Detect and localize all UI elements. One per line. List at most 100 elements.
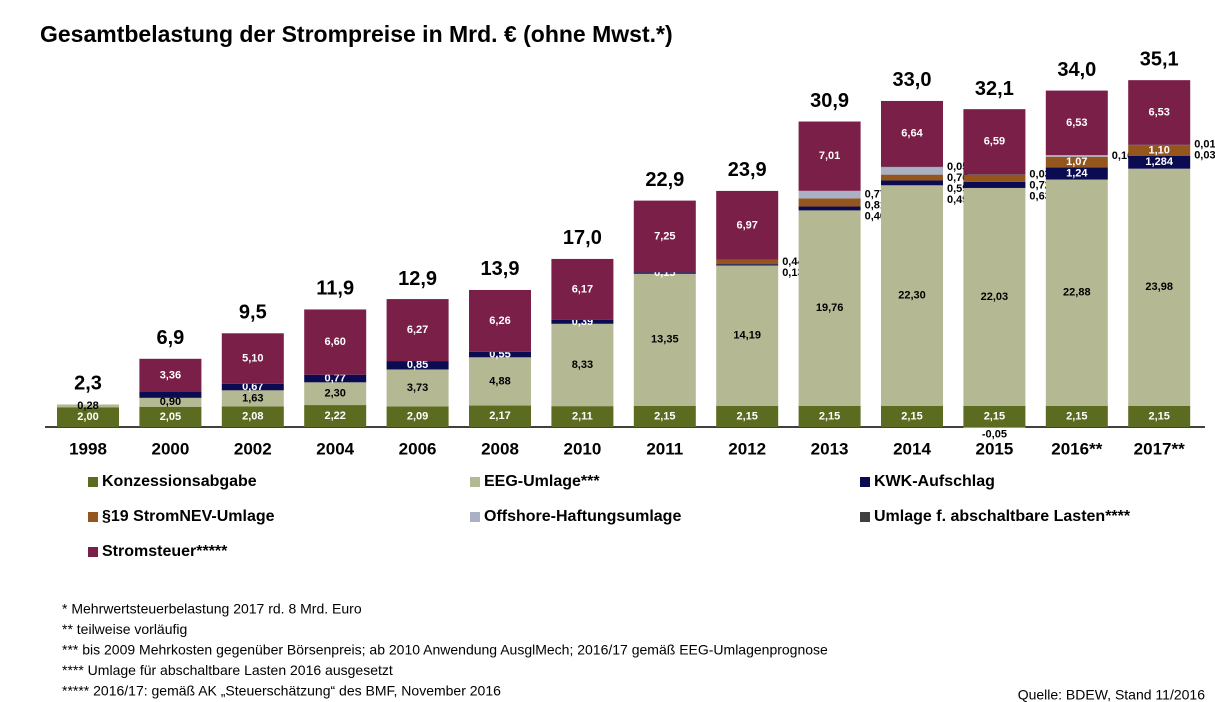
data-label: 6,53 — [1148, 106, 1169, 118]
data-label: 0,72 — [1029, 179, 1050, 191]
footnote: ***** 2016/17: gemäß AK „Steuerschätzung… — [62, 683, 501, 699]
bar-segment — [963, 109, 1026, 175]
data-label: 0,77 — [324, 372, 345, 384]
data-label: 1,63 — [242, 392, 263, 404]
total-label: 12,9 — [398, 268, 437, 290]
data-label: 0,81 — [865, 200, 886, 212]
bar-segment — [881, 100, 943, 167]
data-label: 1,284 — [1145, 156, 1173, 168]
legend-label: §19 StromNEV-Umlage — [102, 508, 275, 525]
x-tick-label: 2017** — [1134, 439, 1185, 458]
data-label: 1,24 — [1066, 167, 1088, 179]
bar-segment — [1128, 405, 1191, 427]
legend-label: Offshore-Haftungsumlage — [484, 508, 681, 525]
bar-segment — [798, 121, 861, 191]
total-label: 6,9 — [156, 327, 184, 349]
data-label: 6,53 — [1066, 117, 1087, 129]
bar-segment — [1128, 155, 1191, 169]
data-label: 2,00 — [77, 411, 98, 423]
data-label: 0,63 — [1029, 190, 1050, 202]
data-label: 5,10 — [242, 352, 263, 364]
data-label: 2,22 — [324, 410, 345, 422]
data-label: 8,33 — [572, 359, 593, 371]
data-label: 0,77 — [865, 189, 886, 201]
x-tick-label: 2011 — [646, 439, 683, 458]
bar-segment — [386, 361, 449, 370]
data-label: 0,28 — [77, 400, 98, 412]
legend-swatch — [860, 477, 870, 487]
bar-segment — [304, 309, 367, 375]
data-label: 6,64 — [901, 128, 923, 140]
bar-segment — [469, 289, 531, 352]
bar-segment — [716, 405, 779, 427]
data-label: 4,88 — [489, 375, 510, 387]
bar-segment — [963, 174, 1026, 182]
bar-segment — [304, 374, 367, 383]
data-label: 2,17 — [489, 410, 510, 422]
source: Quelle: BDEW, Stand 11/2016 — [1018, 687, 1206, 702]
x-tick-label: 2006 — [399, 439, 437, 458]
data-label: 0,01 — [1194, 139, 1215, 151]
data-label: 6,97 — [736, 219, 757, 231]
data-label: 3,73 — [407, 382, 428, 394]
data-label: 6,60 — [324, 336, 345, 348]
data-label: 23,98 — [1145, 281, 1173, 293]
bar-segment — [963, 174, 1026, 175]
bar-segment — [221, 390, 284, 407]
data-label: 2,30 — [324, 388, 345, 400]
bar-segment — [963, 181, 1026, 188]
footnote: * Mehrwertsteuerbelastung 2017 rd. 8 Mrd… — [62, 601, 362, 617]
bar-segment — [881, 185, 943, 406]
data-label: 1,10 — [1148, 144, 1169, 156]
legend-swatch — [88, 547, 98, 557]
data-label: 1,07 — [1066, 156, 1087, 168]
bar-segment — [881, 180, 943, 186]
data-label: -0,05 — [982, 428, 1007, 440]
data-label: 0,16 — [1112, 150, 1133, 162]
legend-swatch — [470, 477, 480, 487]
data-label: 6,26 — [489, 315, 510, 327]
data-label: 2,05 — [160, 411, 181, 423]
x-tick-label: 2010 — [563, 439, 601, 458]
footnote: ** teilweise vorläufig — [62, 621, 187, 637]
data-label: 0,05 — [947, 161, 968, 173]
bar-segment — [386, 406, 449, 427]
legend-swatch — [88, 477, 98, 487]
x-tick-label: 2002 — [234, 439, 272, 458]
data-label: 22,03 — [981, 291, 1009, 303]
bar-segment — [798, 405, 861, 427]
bar-segment — [798, 198, 861, 207]
total-label: 17,0 — [563, 227, 602, 249]
data-label: 0,49 — [947, 194, 968, 206]
bar-segment — [881, 166, 943, 168]
total-label: 30,9 — [810, 90, 849, 112]
data-label: 22,88 — [1063, 287, 1091, 299]
bar-segment — [386, 299, 449, 362]
bar-segment — [221, 406, 284, 427]
bar-segment — [469, 405, 531, 427]
bar-segment — [1045, 156, 1108, 168]
data-label: 0,67 — [242, 381, 263, 393]
total-label: 35,1 — [1140, 48, 1179, 70]
x-tick-label: 2016** — [1051, 439, 1102, 458]
bar-segment — [881, 167, 943, 175]
bar-segment — [1128, 168, 1191, 406]
data-label: 2,15 — [984, 410, 1005, 422]
bar-segment — [386, 369, 449, 407]
bar-segment — [551, 406, 614, 427]
data-label: 2,15 — [901, 410, 922, 422]
bar-segment — [57, 404, 119, 408]
x-tick-label: 2008 — [481, 439, 519, 458]
bar-segment — [963, 405, 1026, 427]
footnote: **** Umlage für abschaltbare Lasten 2016… — [62, 662, 393, 678]
data-label: 19,76 — [816, 302, 844, 314]
bar-segment — [798, 190, 861, 199]
legend-swatch — [470, 512, 480, 522]
bar-segment — [551, 319, 614, 324]
legend-label: Konzessionsabgabe — [102, 473, 257, 490]
bar-segment — [798, 210, 861, 406]
data-label: 2,08 — [242, 411, 263, 423]
bar-segment — [1128, 80, 1191, 145]
data-label: 0,90 — [160, 396, 181, 408]
